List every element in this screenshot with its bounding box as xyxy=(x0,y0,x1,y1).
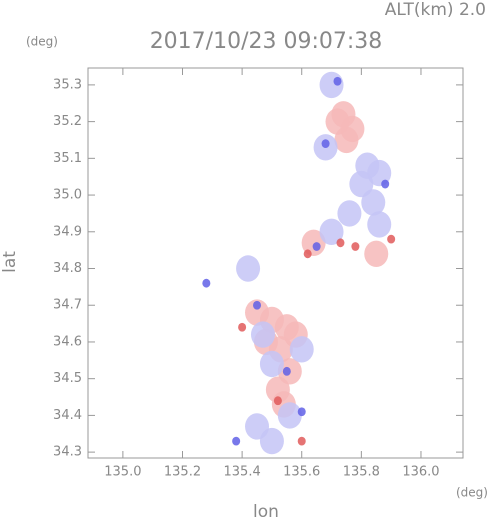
x-tick-label: 135.0 xyxy=(104,465,141,480)
x-tick-label: 135.4 xyxy=(224,465,261,480)
echo-patch xyxy=(336,238,345,248)
echo-patch xyxy=(238,322,247,332)
y-tick-label: 34.3 xyxy=(53,445,82,460)
x-unit: (deg) xyxy=(456,486,488,500)
echo-patch xyxy=(367,159,392,187)
echo-patch xyxy=(202,278,211,288)
y-tick-label: 35.2 xyxy=(53,114,82,129)
plot-frame xyxy=(87,67,464,459)
echo-patch xyxy=(351,242,360,251)
echo-patch xyxy=(319,218,344,245)
y-tick-label: 34.5 xyxy=(53,371,82,386)
echo-patch xyxy=(337,200,362,227)
echo-patch xyxy=(245,299,270,326)
y-tick-label: 35.3 xyxy=(53,77,82,92)
echo-patch xyxy=(319,71,344,99)
plot-marks xyxy=(202,71,396,455)
y-tick-label: 34.8 xyxy=(53,261,82,276)
echo-patch xyxy=(297,407,306,417)
echo-patch xyxy=(367,211,392,238)
echo-patch xyxy=(303,249,312,259)
x-axis-label: lon xyxy=(253,502,279,521)
chart-title: 2017/10/23 09:07:38 xyxy=(150,29,383,54)
echo-patch xyxy=(273,396,282,406)
echo-patch xyxy=(297,436,306,446)
echo-patch xyxy=(381,179,390,189)
echo-patch xyxy=(364,240,389,268)
echo-patch xyxy=(250,321,275,348)
echo-patch xyxy=(333,76,342,86)
echo-patch xyxy=(282,366,291,376)
echo-patch xyxy=(232,436,241,446)
echo-patch xyxy=(321,139,330,149)
y-axis-label: lat xyxy=(0,251,20,273)
echo-patch xyxy=(325,108,350,135)
y-tick-label: 34.9 xyxy=(53,224,82,239)
y-tick-label: 35.1 xyxy=(53,151,82,166)
x-tick-label: 135.8 xyxy=(343,465,380,480)
x-tick-label: 135.2 xyxy=(164,465,201,480)
echo-patch xyxy=(277,402,302,429)
echo-patch xyxy=(253,300,262,310)
y-tick-label: 34.6 xyxy=(53,334,82,349)
y-tick-label: 34.7 xyxy=(53,298,82,313)
y-unit: (deg) xyxy=(26,35,58,49)
echo-patch xyxy=(312,242,321,251)
echo-patch xyxy=(236,255,261,282)
echo-patch xyxy=(387,234,396,244)
annotation: ALT(km) 2.0 xyxy=(385,0,486,20)
x-tick-label: 135.6 xyxy=(283,465,320,480)
y-tick-label: 34.4 xyxy=(53,408,82,423)
x-tick-label: 136.0 xyxy=(402,465,439,480)
echo-patch xyxy=(289,336,314,363)
echo-patch xyxy=(259,350,284,378)
echo-patch xyxy=(301,229,326,257)
y-tick-label: 35.0 xyxy=(53,188,82,203)
echo-patch xyxy=(245,413,270,440)
echo-patch xyxy=(349,170,374,198)
echo-patch xyxy=(361,189,386,216)
